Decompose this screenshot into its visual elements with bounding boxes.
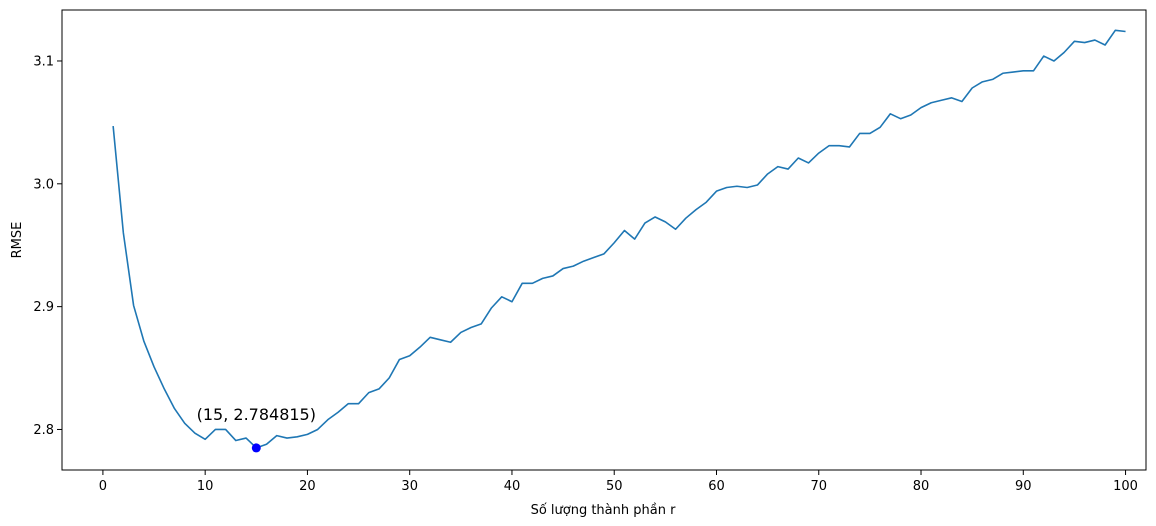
- y-axis-ticks: 2.8 2.9 3.0 3.1: [33, 54, 62, 438]
- x-tick-label: 30: [401, 479, 418, 494]
- x-axis-ticks: 0 10 20 30 40 50 60 70 80 90 100: [99, 470, 1138, 494]
- x-tick-label: 50: [606, 479, 623, 494]
- x-axis-label: Số lượng thành phần r: [531, 503, 677, 518]
- x-tick-label: 60: [708, 479, 725, 494]
- series-line-0: [112, 29, 1126, 449]
- y-tick-label: 2.8: [33, 423, 54, 438]
- x-tick-label: 90: [1015, 479, 1032, 494]
- minimum-point-marker: [251, 443, 261, 453]
- x-tick-label: 10: [197, 479, 214, 494]
- x-tick-label: 0: [99, 479, 107, 494]
- x-tick-label: 70: [810, 479, 827, 494]
- y-tick-label: 2.9: [33, 300, 54, 315]
- x-tick-label: 40: [504, 479, 521, 494]
- plot-frame: [61, 9, 1147, 471]
- minimum-annotation-label: (15, 2.784815): [197, 405, 316, 424]
- x-tick-label: 20: [299, 479, 316, 494]
- y-tick-label: 3.0: [33, 177, 54, 192]
- plot-area: [112, 29, 1126, 453]
- y-tick-label: 3.1: [33, 54, 54, 69]
- x-tick-label: 100: [1113, 479, 1138, 494]
- y-axis-label: RMSE: [10, 222, 25, 259]
- x-tick-label: 80: [913, 479, 930, 494]
